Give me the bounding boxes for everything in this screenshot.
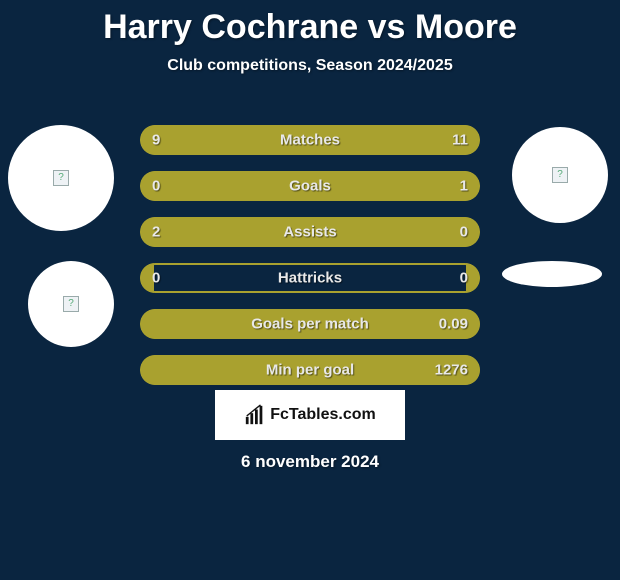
stat-row: Goals per match 0.09	[140, 309, 480, 339]
placeholder-image-icon: ?	[552, 167, 568, 183]
stat-row: Matches 9 11	[140, 125, 480, 155]
stat-value-right: 1276	[435, 362, 468, 379]
stat-fill-left	[140, 217, 405, 247]
bars-logo-icon	[244, 404, 266, 426]
placeholder-image-icon: ?	[63, 296, 79, 312]
player-left-club-circle: ?	[28, 261, 114, 347]
stat-label: Assists	[283, 224, 336, 241]
comparison-bars: Matches911Goals01Assists20Hattricks00Goa…	[140, 125, 480, 401]
stat-label: Min per goal	[266, 362, 354, 379]
logo-text: FcTables.com	[270, 406, 376, 424]
stat-label: Matches	[280, 132, 340, 149]
logo-box: FcTables.com	[215, 390, 405, 440]
page-subtitle: Club competitions, Season 2024/2025	[0, 57, 620, 75]
stat-value-left: 0	[152, 178, 160, 195]
stat-row: Hattricks 0 0	[140, 263, 480, 293]
stat-value-left: 0	[152, 270, 160, 287]
stat-value-right: 0	[460, 270, 468, 287]
stat-row: Min per goal 1276	[140, 355, 480, 385]
stat-label: Hattricks	[278, 270, 342, 287]
stat-value-right: 0	[460, 224, 468, 241]
stat-fill-right	[466, 263, 480, 293]
player-right-club-ellipse	[502, 261, 602, 287]
stat-value-right: 1	[460, 178, 468, 195]
stat-value-left: 2	[152, 224, 160, 241]
stat-row: Goals 0 1	[140, 171, 480, 201]
stat-label: Goals per match	[251, 316, 369, 333]
player-left-avatar-circle: ?	[8, 125, 114, 231]
player-right-avatar-circle: ?	[512, 127, 608, 223]
page-title: Harry Cochrane vs Moore	[0, 0, 620, 47]
stat-fill-left	[140, 125, 283, 155]
stat-row: Assists 2 0	[140, 217, 480, 247]
footer-date: 6 november 2024	[241, 452, 379, 472]
stat-fill-right	[201, 171, 480, 201]
stat-fill-left	[140, 171, 201, 201]
stat-fill-right	[405, 217, 480, 247]
stat-value-left: 9	[152, 132, 160, 149]
stat-label: Goals	[289, 178, 331, 195]
stat-value-right: 11	[452, 132, 468, 149]
stat-value-right: 0.09	[439, 316, 468, 333]
placeholder-image-icon: ?	[53, 170, 69, 186]
